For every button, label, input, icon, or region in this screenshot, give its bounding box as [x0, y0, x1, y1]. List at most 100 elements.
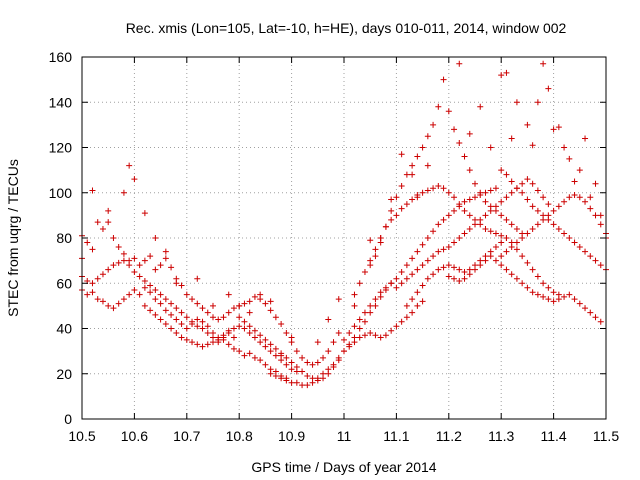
data-point: [409, 296, 416, 303]
data-point: [131, 268, 138, 275]
data-point: [424, 275, 431, 282]
data-point: [571, 296, 578, 303]
data-point: [126, 162, 133, 169]
data-point: [597, 318, 604, 325]
data-point: [498, 198, 505, 205]
data-point: [162, 307, 169, 314]
data-point: [110, 262, 117, 269]
x-tick-label: 11.1: [383, 428, 409, 444]
data-point: [576, 244, 583, 251]
data-point: [534, 207, 541, 214]
data-point: [419, 282, 426, 289]
data-point: [424, 162, 431, 169]
data-point: [576, 194, 583, 201]
data-point: [105, 207, 112, 214]
data-point: [398, 205, 405, 212]
data-point: [89, 280, 96, 287]
y-tick-label: 80: [56, 230, 72, 246]
data-point: [529, 203, 536, 210]
data-point: [419, 241, 426, 248]
data-point: [545, 85, 552, 92]
data-point: [524, 196, 531, 203]
data-point: [199, 343, 206, 350]
data-point: [367, 302, 374, 309]
data-point: [94, 275, 101, 282]
data-point: [393, 212, 400, 219]
data-point: [89, 289, 96, 296]
data-point: [529, 266, 536, 273]
data-point: [466, 271, 473, 278]
data-point: [168, 325, 175, 332]
data-point: [372, 302, 379, 309]
data-point: [288, 379, 295, 386]
data-point: [105, 302, 112, 309]
data-point: [120, 189, 127, 196]
data-point: [513, 185, 520, 192]
data-point: [293, 363, 300, 370]
data-point: [503, 248, 510, 255]
data-point: [466, 130, 473, 137]
data-point: [456, 139, 463, 146]
data-point: [120, 250, 127, 257]
data-point: [141, 210, 148, 217]
x-tick-label: 10.7: [173, 428, 200, 444]
data-point: [482, 189, 489, 196]
data-point: [120, 296, 127, 303]
data-point: [466, 212, 473, 219]
data-point: [388, 207, 395, 214]
data-point: [498, 212, 505, 219]
grid-lines: [82, 57, 606, 419]
data-point: [241, 300, 248, 307]
data-point: [251, 334, 258, 341]
data-point: [592, 180, 599, 187]
data-point: [199, 318, 206, 325]
data-point: [309, 379, 316, 386]
data-point: [592, 212, 599, 219]
data-point: [524, 176, 531, 183]
data-point: [241, 325, 248, 332]
data-point: [367, 262, 374, 269]
data-point: [466, 196, 473, 203]
data-point: [288, 334, 295, 341]
data-point: [246, 323, 253, 330]
data-point: [576, 167, 583, 174]
data-point: [283, 354, 290, 361]
data-point: [84, 291, 91, 298]
data-point: [272, 345, 279, 352]
y-tick-label: 120: [49, 140, 73, 156]
data-point: [550, 207, 557, 214]
data-point: [472, 194, 478, 201]
data-point: [508, 178, 515, 185]
data-point: [230, 325, 237, 332]
data-point: [89, 246, 96, 253]
data-point: [356, 325, 363, 332]
data-point: [503, 266, 510, 273]
data-point: [440, 264, 447, 271]
data-point: [204, 330, 211, 337]
data-point: [440, 76, 447, 83]
data-point: [314, 359, 321, 366]
data-point: [147, 282, 154, 289]
data-point: [508, 221, 515, 228]
data-point: [361, 318, 368, 325]
data-point: [398, 182, 405, 189]
data-point: [435, 182, 442, 189]
data-point: [152, 296, 159, 303]
data-point: [414, 266, 421, 273]
data-point: [451, 264, 458, 271]
data-point: [545, 296, 552, 303]
data-point: [582, 248, 589, 255]
data-point: [451, 275, 458, 282]
data-point: [210, 302, 216, 309]
data-point: [147, 289, 154, 296]
data-point: [482, 257, 489, 264]
data-point: [466, 225, 473, 232]
data-point: [430, 185, 437, 192]
data-point: [498, 167, 505, 174]
data-point: [419, 144, 426, 151]
data-point: [267, 307, 274, 314]
data-point: [278, 320, 285, 327]
data-point: [424, 257, 431, 264]
data-point: [131, 255, 138, 262]
data-point: [482, 198, 489, 205]
